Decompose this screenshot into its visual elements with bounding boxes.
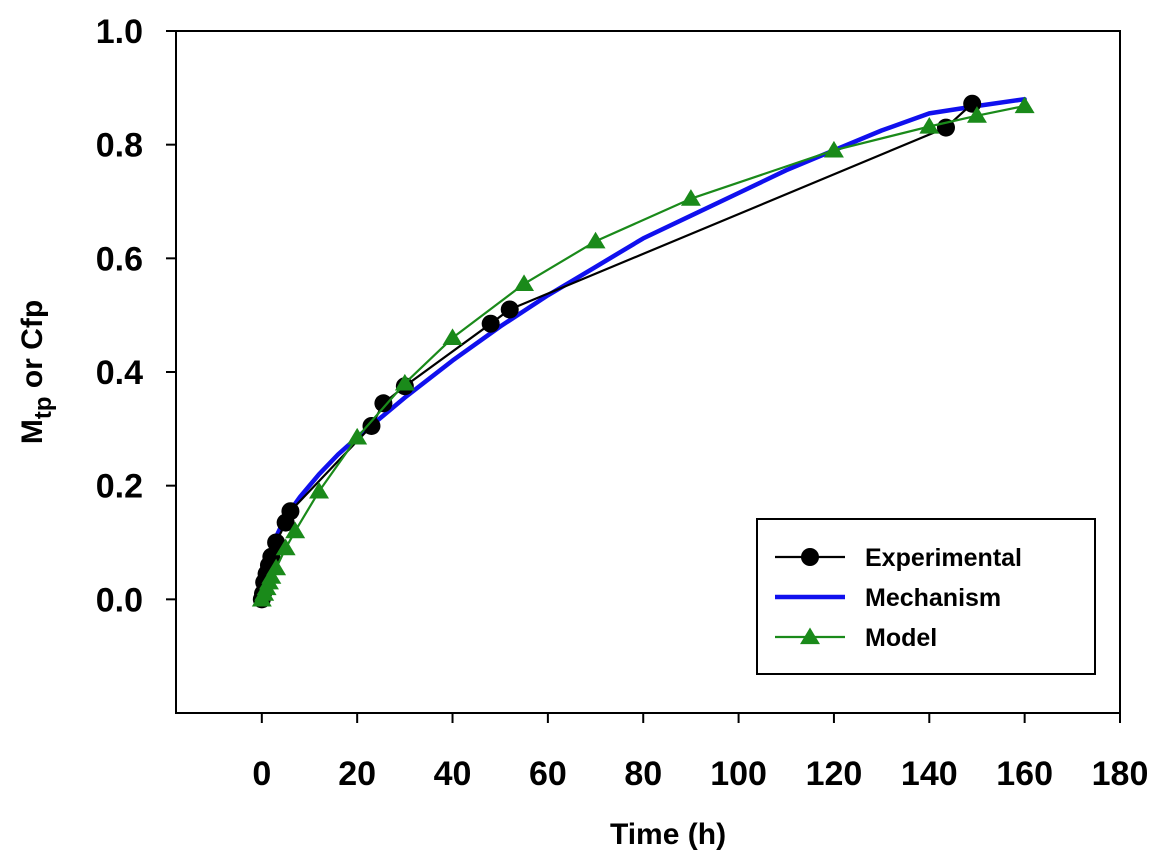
y-tick-label: 0.8	[96, 127, 143, 165]
y-axis-title: Mtp or Cfp	[16, 300, 57, 444]
legend-label-mechanism: Mechanism	[865, 584, 1001, 612]
data-point-model	[309, 481, 330, 499]
data-point-experimental	[374, 394, 393, 413]
legend-marker-model	[800, 627, 820, 645]
data-point-model	[966, 106, 987, 123]
data-point-model	[823, 140, 844, 158]
x-tick-label: 160	[996, 755, 1053, 793]
data-point-experimental	[362, 416, 381, 435]
data-point-experimental	[267, 533, 286, 552]
y-tick-label: 0.4	[96, 354, 143, 392]
data-point-model	[285, 521, 306, 539]
x-tick-label: 140	[901, 755, 958, 793]
x-axis-title: Time (h)	[610, 818, 726, 851]
data-point-model	[585, 231, 606, 249]
legend-label-experimental: Experimental	[865, 544, 1022, 572]
data-point-model	[394, 373, 415, 391]
data-point-experimental	[500, 300, 519, 319]
data-point-experimental	[481, 314, 500, 333]
x-tick-label: 120	[806, 755, 863, 793]
y-axis-title-main: M	[16, 419, 49, 444]
data-point-model	[1014, 96, 1035, 114]
plot-series	[251, 94, 1035, 609]
data-point-model	[347, 427, 368, 445]
x-tick-label: 60	[529, 755, 567, 793]
data-point-model	[514, 274, 535, 292]
data-point-experimental	[281, 502, 300, 521]
legend-label-model: Model	[865, 624, 937, 652]
data-point-model	[919, 116, 940, 134]
axes: 0 20 40 60 80 100 120 140 160 180 0.0 0.2 0.4 0.6 0.8 1…	[16, 13, 1148, 851]
x-tick-label: 0	[252, 755, 271, 793]
x-tick-label: 40	[434, 755, 472, 793]
data-point-model	[275, 538, 296, 556]
legend-marker-experimental	[801, 548, 819, 566]
series-model	[251, 96, 1035, 607]
y-tick-label: 1.0	[96, 13, 143, 51]
y-tick-label: 0.2	[96, 468, 143, 506]
data-point-model	[266, 558, 287, 576]
x-tick-label: 100	[710, 755, 767, 793]
y-tick-label: 0.0	[96, 581, 143, 619]
data-point-model	[680, 189, 701, 206]
x-tick-label: 20	[338, 755, 376, 793]
data-point-model	[261, 567, 282, 584]
y-axis-title-rest: or Cfp	[16, 300, 49, 397]
legend: Experimental Mechanism Model	[756, 518, 1096, 675]
y-tick-label: 0.6	[96, 240, 143, 278]
y-axis-title-subscript: tp	[30, 397, 57, 420]
data-point-model	[442, 328, 463, 346]
x-tick-label: 180	[1092, 755, 1149, 793]
x-tick-label: 80	[624, 755, 662, 793]
